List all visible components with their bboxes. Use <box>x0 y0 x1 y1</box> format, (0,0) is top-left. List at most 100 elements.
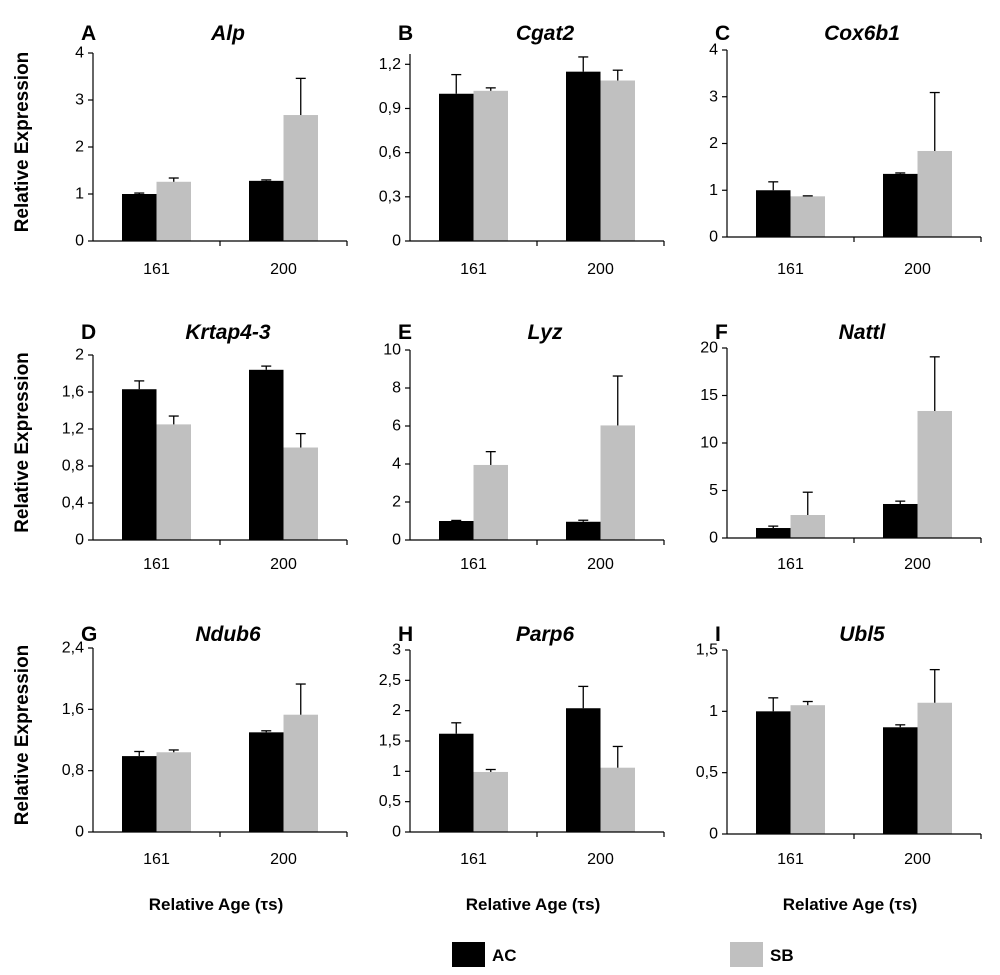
bar-ac-161 <box>122 389 157 540</box>
category-label: 161 <box>777 261 804 278</box>
y-tick-label: 0,8 <box>62 762 84 779</box>
y-tick-label: 3 <box>392 642 401 659</box>
legend: AC SB <box>452 942 794 967</box>
y-tick-label: 20 <box>700 340 718 357</box>
panel-title: Ubl5 <box>839 623 885 646</box>
y-tick-label: 1,6 <box>62 701 84 718</box>
bar-ac-161 <box>439 521 474 540</box>
panel-b: B Cgat2 0 0,3 0,6 0,9 1,2 161 200 <box>379 22 665 278</box>
category-label: 200 <box>270 851 297 868</box>
bar-ac-161 <box>439 733 474 832</box>
y-tick-label: 10 <box>383 342 401 359</box>
bar-sb-200 <box>600 425 635 540</box>
y-tick-label: 1 <box>709 182 718 199</box>
panel-letter: D <box>81 321 96 344</box>
bar-ac-200 <box>883 173 918 237</box>
panel-letter: G <box>81 623 97 646</box>
y-tick-label: 1,2 <box>379 56 401 73</box>
bar-sb-161 <box>156 181 191 241</box>
bar-sb-161 <box>790 196 825 237</box>
panel-title: Ndub6 <box>195 623 261 646</box>
bar-ac-200 <box>249 732 284 832</box>
panel-title: Cgat2 <box>516 22 575 45</box>
y-tick-label: 15 <box>700 387 718 404</box>
panel-c: C Cox6b1 0 1 2 3 4 161 200 <box>709 22 982 278</box>
y-tick-label: 0 <box>709 530 718 547</box>
y-tick-label: 0 <box>75 824 84 841</box>
y-tick-label: 0 <box>709 826 718 843</box>
category-label: 161 <box>460 556 487 573</box>
bar-ac-161 <box>756 711 791 834</box>
category-label: 161 <box>143 261 170 278</box>
category-label: 200 <box>904 556 931 573</box>
y-tick-label: 2 <box>75 139 84 156</box>
y-tick-label: 0 <box>709 229 718 246</box>
bar-sb-161 <box>473 90 508 241</box>
bar-sb-200 <box>917 410 952 538</box>
category-label: 161 <box>460 261 487 278</box>
y-tick-label: 0 <box>392 233 401 250</box>
legend-swatch-ac <box>452 942 485 967</box>
y-axis-title: Relative Expression <box>12 52 33 233</box>
y-tick-label: 4 <box>709 42 718 59</box>
y-tick-label: 2 <box>392 702 401 719</box>
panel-title: Lyz <box>527 321 563 344</box>
bar-sb-161 <box>156 424 191 540</box>
category-label: 200 <box>270 261 297 278</box>
bar-sb-161 <box>473 464 508 540</box>
y-tick-label: 2 <box>75 347 84 364</box>
y-tick-label: 1,5 <box>379 733 401 750</box>
bar-sb-161 <box>156 752 191 832</box>
bar-ac-161 <box>439 93 474 241</box>
category-label: 161 <box>460 851 487 868</box>
bar-ac-161 <box>756 190 791 237</box>
panel-letter: E <box>398 321 412 344</box>
bar-sb-200 <box>917 702 952 834</box>
panel-letter: I <box>715 623 721 646</box>
legend-swatch-sb <box>730 942 763 967</box>
y-tick-label: 5 <box>709 482 718 499</box>
category-label: 200 <box>587 261 614 278</box>
legend-label-ac: AC <box>492 946 517 965</box>
panel-g: G Ndub6 0 0,8 1,6 2,4 161 200 Relative Expressio… <box>12 623 348 914</box>
x-axis-title: Relative Age (τs) <box>783 895 918 914</box>
panel-letter: H <box>398 623 413 646</box>
bar-ac-161 <box>122 194 157 241</box>
bar-ac-200 <box>566 708 601 832</box>
panel-letter: C <box>715 22 730 45</box>
y-axis-title: Relative Expression <box>12 352 33 533</box>
bar-sb-200 <box>283 714 318 832</box>
y-tick-label: 3 <box>75 92 84 109</box>
category-label: 161 <box>777 851 804 868</box>
y-tick-label: 2,4 <box>62 640 84 657</box>
y-tick-label: 0 <box>392 824 401 841</box>
panel-f: F Nattl 0 5 10 15 20 161 200 <box>700 321 982 573</box>
category-label: 200 <box>904 261 931 278</box>
bar-ac-200 <box>249 180 284 241</box>
y-tick-label: 0,5 <box>379 793 401 810</box>
y-tick-label: 0,9 <box>379 100 401 117</box>
panel-a: A Alp 0 1 2 3 4 161 200 Relative Expression <box>12 22 348 278</box>
panel-title: Cox6b1 <box>824 22 900 45</box>
y-axis-title: Relative Expression <box>12 645 33 826</box>
bar-ac-161 <box>122 756 157 832</box>
y-tick-label: 0 <box>75 532 84 549</box>
y-tick-label: 1,6 <box>62 384 84 401</box>
y-tick-label: 0,8 <box>62 458 84 475</box>
y-tick-label: 4 <box>392 456 401 473</box>
panel-letter: B <box>398 22 413 45</box>
panel-title: Krtap4-3 <box>185 321 271 344</box>
bar-sb-200 <box>283 115 318 241</box>
panel-h: H Parp6 0 0,5 1 1,5 2 2,5 3 161 200 Relative Age (τ… <box>379 623 665 914</box>
bar-sb-161 <box>790 705 825 834</box>
bar-ac-200 <box>883 503 918 538</box>
y-tick-label: 6 <box>392 418 401 435</box>
panel-letter: A <box>81 22 96 45</box>
bar-sb-161 <box>790 515 825 538</box>
bar-sb-200 <box>283 447 318 540</box>
panel-letter: F <box>715 321 728 344</box>
y-tick-label: 1,2 <box>62 421 84 438</box>
y-tick-label: 1 <box>392 763 401 780</box>
